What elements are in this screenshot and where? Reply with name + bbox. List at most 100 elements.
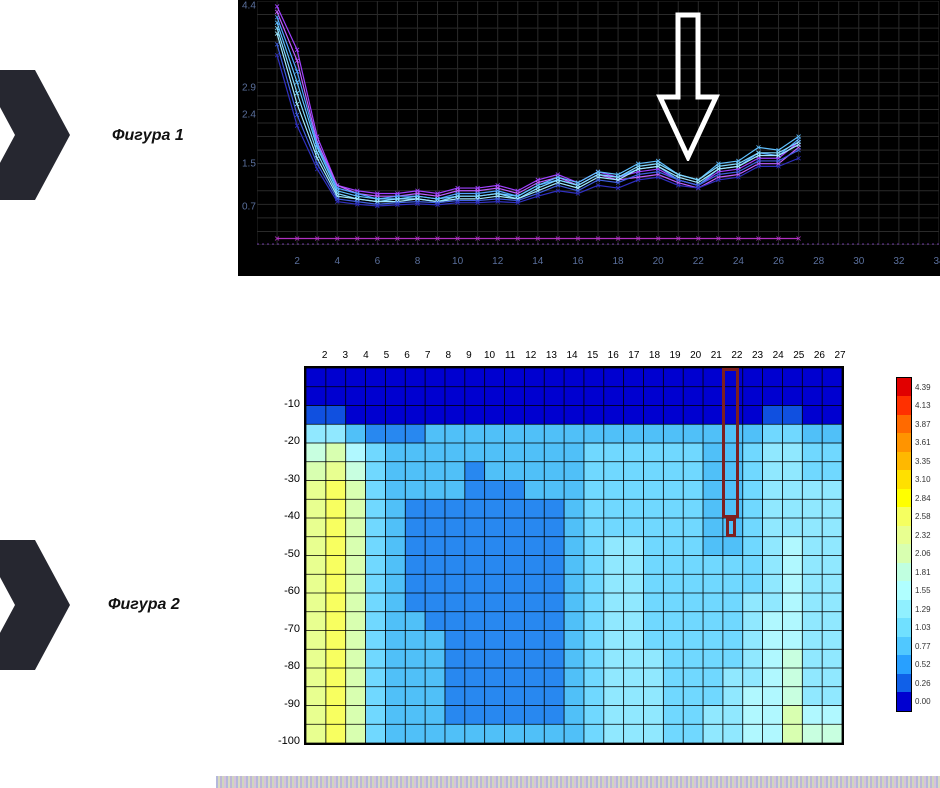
legend-value: 3.35 (915, 457, 931, 466)
legend-value: 2.32 (915, 531, 931, 540)
legend-swatch: 3.61 (896, 434, 938, 453)
chevron-decoration-2 (0, 540, 70, 670)
legend-value: 0.52 (915, 660, 931, 669)
legend-value: 0.00 (915, 697, 931, 706)
colorbar: 4.39 4.13 3.87 3.61 3.35 3.10 2.84 2.58 2.32 2.06… (896, 378, 938, 711)
x-tick: 2 (322, 350, 328, 361)
x-tick: 18 (612, 256, 623, 267)
legend-value: 1.03 (915, 623, 931, 632)
y-tick: 2.9 (242, 82, 256, 93)
figure-1-label: Фигура 1 (112, 127, 184, 145)
legend-swatch: 1.81 (896, 563, 938, 582)
legend-swatch: 1.03 (896, 619, 938, 638)
x-tick: 30 (853, 256, 864, 267)
legend-swatch: 0.00 (896, 693, 938, 712)
legend-swatch: 0.77 (896, 637, 938, 656)
x-tick: 34 (933, 256, 940, 267)
x-tick: 13 (546, 350, 557, 361)
x-tick: 16 (608, 350, 619, 361)
legend-swatch: 3.35 (896, 452, 938, 471)
y-tick: -70 (276, 623, 300, 635)
legend-value: 2.06 (915, 549, 931, 558)
down-arrow-annotation (656, 11, 720, 161)
x-tick: 10 (452, 256, 463, 267)
legend-value: 1.81 (915, 568, 931, 577)
legend-swatch: 1.55 (896, 582, 938, 601)
legend-value: 0.77 (915, 642, 931, 651)
legend-value: 4.39 (915, 383, 931, 392)
y-tick: 1.5 (242, 158, 256, 169)
x-tick: 14 (532, 256, 543, 267)
y-tick: -10 (276, 398, 300, 410)
legend-value: 1.29 (915, 605, 931, 614)
legend-swatch: 4.39 (896, 378, 938, 397)
legend-value: 3.61 (915, 438, 931, 447)
x-tick: 15 (587, 350, 598, 361)
legend-swatch: 3.10 (896, 471, 938, 490)
x-tick: 2 (294, 256, 300, 267)
x-tick: 17 (628, 350, 639, 361)
figure-1-line-chart: 246810121416182022242628303234 0.71.52.4… (238, 0, 940, 276)
legend-swatch: 1.29 (896, 600, 938, 619)
y-tick: -50 (276, 548, 300, 560)
figure-2-heatmap: 2345678910111213141516171819202122232425… (238, 346, 938, 751)
x-tick: 26 (773, 256, 784, 267)
x-tick: 4 (363, 350, 369, 361)
y-tick: 2.4 (242, 109, 256, 120)
x-tick: 16 (572, 256, 583, 267)
y-tick: -20 (276, 435, 300, 447)
x-tick: 7 (425, 350, 431, 361)
x-tick: 4 (334, 256, 340, 267)
x-tick: 3 (342, 350, 348, 361)
x-tick: 19 (670, 350, 681, 361)
x-tick: 26 (814, 350, 825, 361)
x-tick: 22 (693, 256, 704, 267)
x-tick: 18 (649, 350, 660, 361)
x-tick: 25 (793, 350, 804, 361)
x-tick: 6 (375, 256, 381, 267)
y-tick: 4.4 (242, 1, 256, 12)
legend-value: 1.55 (915, 586, 931, 595)
legend-swatch: 3.87 (896, 415, 938, 434)
x-tick: 9 (466, 350, 472, 361)
legend-swatch: 0.52 (896, 656, 938, 675)
y-tick: -30 (276, 473, 300, 485)
y-tick: -100 (276, 735, 300, 747)
x-tick: 23 (752, 350, 763, 361)
legend-swatch: 0.26 (896, 674, 938, 693)
footer-texture (216, 776, 940, 788)
x-tick: 24 (733, 256, 744, 267)
y-tick: 0.7 (242, 202, 256, 213)
x-tick: 12 (492, 256, 503, 267)
x-tick: 8 (446, 350, 452, 361)
y-tick: -60 (276, 585, 300, 597)
y-tick: -40 (276, 510, 300, 522)
x-tick: 32 (893, 256, 904, 267)
highlight-marker (726, 518, 736, 537)
x-tick: 21 (711, 350, 722, 361)
x-tick: 22 (731, 350, 742, 361)
x-tick: 14 (566, 350, 577, 361)
x-tick: 5 (384, 350, 390, 361)
x-tick: 11 (505, 350, 515, 361)
legend-swatch: 2.32 (896, 526, 938, 545)
highlight-marker (722, 368, 738, 518)
legend-value: 0.26 (915, 679, 931, 688)
legend-value: 2.58 (915, 512, 931, 521)
legend-swatch: 2.84 (896, 489, 938, 508)
x-tick: 24 (773, 350, 784, 361)
legend-value: 2.84 (915, 494, 931, 503)
legend-value: 3.10 (915, 475, 931, 484)
y-tick: -90 (276, 698, 300, 710)
figure-2-label: Фигура 2 (108, 596, 180, 614)
legend-swatch: 4.13 (896, 397, 938, 416)
x-tick: 28 (813, 256, 824, 267)
x-tick: 8 (415, 256, 421, 267)
x-tick: 20 (690, 350, 701, 361)
x-tick: 27 (834, 350, 845, 361)
x-tick: 6 (404, 350, 410, 361)
legend-value: 4.13 (915, 401, 931, 410)
y-tick: -80 (276, 660, 300, 672)
chevron-decoration-1 (0, 70, 70, 200)
x-tick: 10 (484, 350, 495, 361)
